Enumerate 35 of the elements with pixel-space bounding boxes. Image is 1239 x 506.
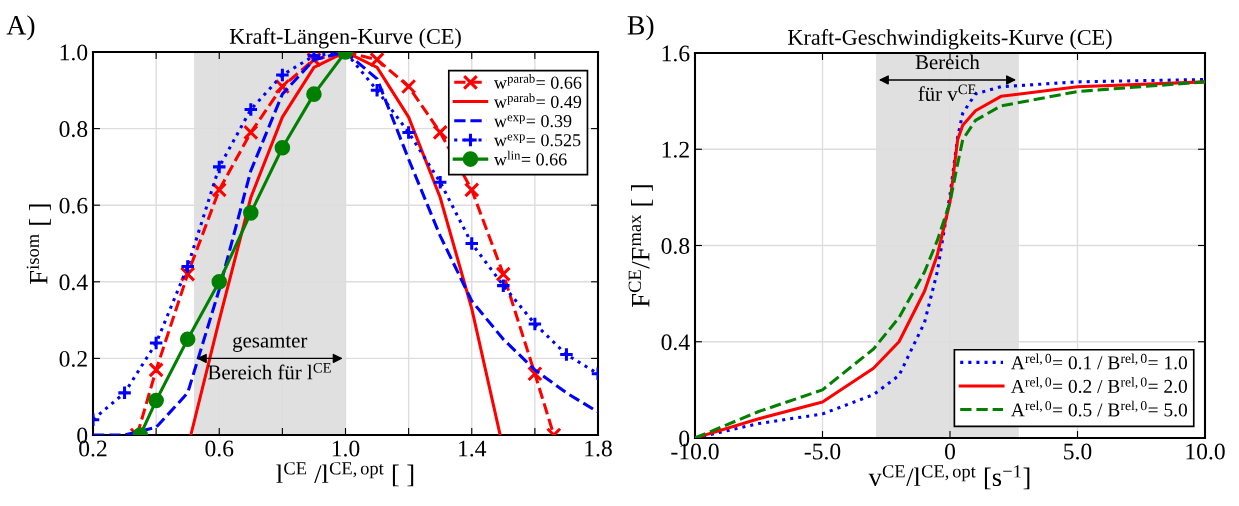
y-tick-label: 0.4	[661, 334, 690, 351]
y-tick-label: 0.8	[59, 121, 88, 138]
y-tick-label: 0.2	[59, 350, 87, 367]
legend-label: w$^{lin}$= 0.66	[493, 150, 567, 166]
x-tick-label: 1.0	[332, 440, 360, 457]
legend-label: w$^{parab}$= 0.49	[493, 93, 582, 109]
y-tick-label: 0.6	[59, 197, 88, 214]
x-tick-label: 1.8	[585, 440, 612, 457]
x-tick-label: 0.6	[205, 440, 234, 457]
y-tick-label: 0.8	[661, 237, 690, 255]
x-tick-label: -5.0	[804, 443, 841, 460]
text: B)	[627, 15, 654, 41]
legend-label: A$^{rel,0}$= 0.5 / B$^{rel,0}$= 5.0	[1010, 400, 1187, 417]
x-tick-label: 0	[945, 443, 955, 460]
y-tick-label: 1.6	[662, 45, 690, 62]
legend-label: w$^{parab}$= 0.66	[493, 74, 582, 89]
legend-label: w$^{exp}$= 0.525	[493, 134, 581, 147]
legend-label: A$^{rel,0}$= 0.1 / B$^{rel,0}$= 1.0	[1010, 353, 1187, 370]
chart-title: Kraft-Längen-Kurve (CE)	[229, 28, 461, 49]
y-axis-title: F$^{isom}$ [ ]	[26, 204, 51, 284]
y-tick-label: 1.2	[662, 141, 689, 158]
x-tick-label: 1.4	[459, 440, 487, 457]
x-axis-title: v$^{CE}$/l$^{CE,opt}$ [s$^{−1}$]	[868, 465, 1030, 490]
y-tick-label: 0.4	[59, 274, 88, 291]
x-tick-label: 10.0	[1186, 443, 1225, 460]
y-axis-title: F$^{CE}$/F$^{max}$ [ ]	[628, 185, 653, 308]
band-label: Bereich für v$^{CE}$	[915, 54, 980, 102]
text: A)	[6, 15, 35, 41]
x-axis-title: l$^{CE}$ /l$^{CE,opt}$ [ ]	[276, 462, 414, 487]
y-tick-label: 1.0	[60, 44, 88, 61]
legend-label: A$^{rel,0}$= 0.2 / B$^{rel,0}$= 2.0	[1010, 377, 1187, 394]
legend-label: w$^{exp}$= 0.39	[493, 114, 572, 128]
band-label: gesamter Bereich für l$^{CE}$	[208, 335, 331, 380]
x-tick-label: 5.0	[1064, 443, 1092, 460]
chart-title: Kraft-Geschwindigkeits-Kurve (CE)	[788, 29, 1112, 50]
